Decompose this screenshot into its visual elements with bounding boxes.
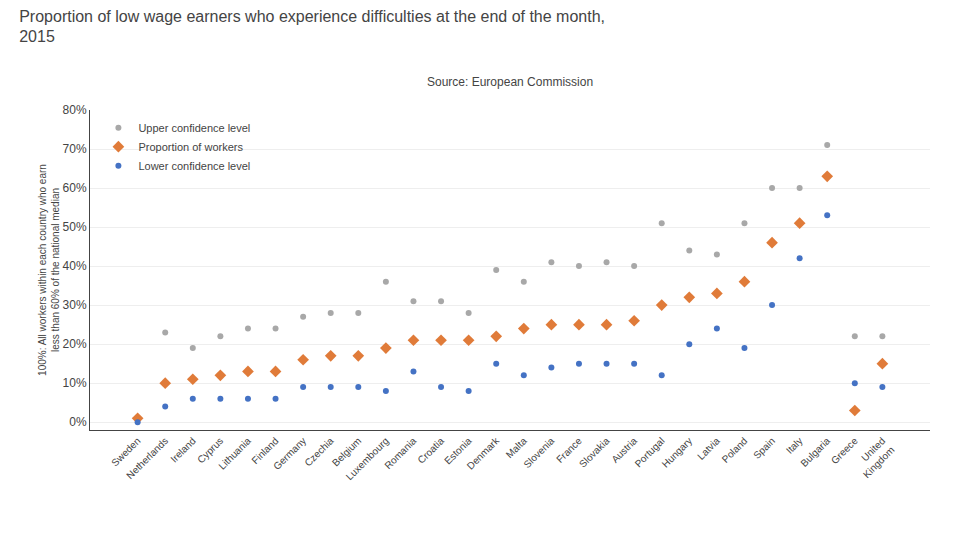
svg-text:Austria: Austria	[609, 435, 639, 465]
svg-text:Croatia: Croatia	[415, 435, 446, 466]
svg-text:20%: 20%	[63, 337, 87, 351]
svg-text:Netherlands: Netherlands	[124, 435, 170, 481]
svg-text:Czechia: Czechia	[302, 435, 336, 469]
svg-text:UnitedKingdom: UnitedKingdom	[852, 435, 897, 480]
svg-text:Lithuania: Lithuania	[216, 435, 253, 472]
svg-text:Luxembourg: Luxembourg	[344, 435, 391, 482]
svg-text:Slovenia: Slovenia	[521, 435, 556, 470]
svg-text:80%: 80%	[63, 103, 87, 117]
svg-text:30%: 30%	[63, 298, 87, 312]
svg-text:Germany: Germany	[271, 435, 308, 472]
svg-text:Sweden: Sweden	[109, 435, 142, 468]
svg-text:50%: 50%	[63, 220, 87, 234]
svg-text:Finland: Finland	[250, 435, 281, 466]
svg-text:Estonia: Estonia	[442, 435, 474, 467]
svg-text:40%: 40%	[63, 259, 87, 273]
svg-text:Proportion of low wage earners: Proportion of low wage earners who exper…	[19, 8, 605, 46]
svg-text:60%: 60%	[63, 181, 87, 195]
svg-text:Bulgaria: Bulgaria	[798, 435, 832, 469]
svg-text:Denmark: Denmark	[465, 434, 502, 471]
svg-text:70%: 70%	[63, 142, 87, 156]
svg-text:Lower confidence level: Lower confidence level	[138, 160, 250, 172]
svg-text:Proportion of workers: Proportion of workers	[138, 141, 243, 153]
svg-text:Romania: Romania	[382, 435, 418, 471]
svg-text:Portugal: Portugal	[633, 435, 667, 469]
svg-text:Belgium: Belgium	[330, 435, 363, 468]
svg-text:Slovakia: Slovakia	[577, 435, 612, 470]
svg-text:Greece: Greece	[829, 435, 860, 466]
svg-text:10%: 10%	[63, 376, 87, 390]
svg-text:Italy: Italy	[784, 435, 805, 456]
svg-text:Upper confidence level: Upper confidence level	[138, 122, 250, 134]
svg-text:Source: European Commission: Source: European Commission	[427, 75, 593, 89]
svg-text:Spain: Spain	[751, 435, 777, 461]
svg-text:Cyprus: Cyprus	[195, 435, 225, 465]
svg-text:Ireland: Ireland	[168, 435, 197, 464]
svg-text:100%: All workers within each: 100%: All workers within each country wh…	[37, 164, 61, 376]
svg-text:Poland: Poland	[720, 435, 750, 465]
svg-text:France: France	[554, 435, 584, 465]
svg-text:Malta: Malta	[504, 435, 529, 460]
svg-text:0%: 0%	[69, 415, 87, 429]
svg-text:Hungary: Hungary	[660, 435, 695, 470]
svg-text:Latvia: Latvia	[695, 435, 722, 462]
